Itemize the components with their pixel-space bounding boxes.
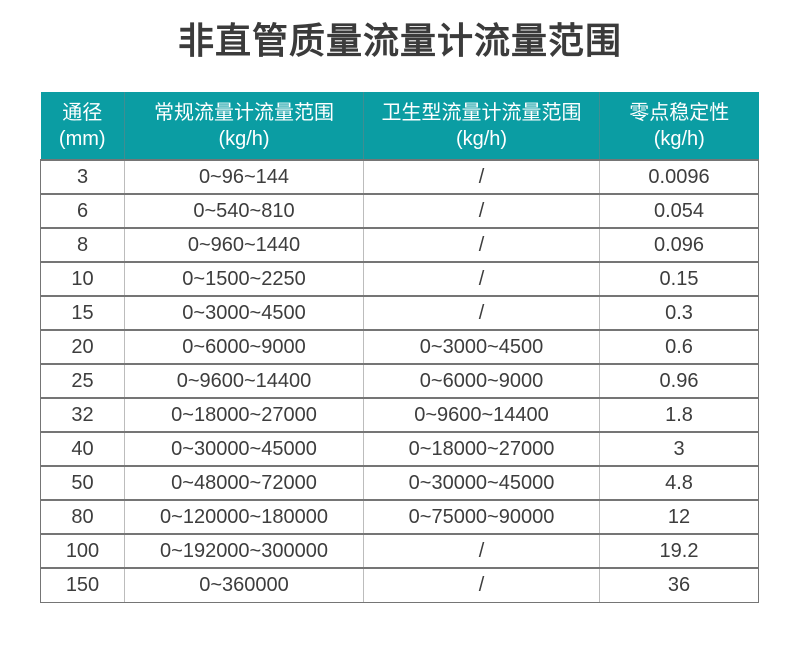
table-cell: 0~960~1440: [124, 227, 364, 263]
table-cell: 80: [40, 499, 125, 535]
header-cell-zero-stability: 零点稳定性 (kg/h): [599, 92, 759, 160]
table-cell: 3: [599, 431, 759, 467]
table-cell: 0.96: [599, 363, 759, 399]
table-cell: 3: [40, 159, 125, 195]
table-row: 80 0~120000~180000 0~75000~90000 12: [40, 499, 759, 535]
table-cell: 150: [40, 567, 125, 603]
table-cell: 100: [40, 533, 125, 569]
table-cell: 0.054: [599, 193, 759, 229]
header-unit: (kg/h): [218, 127, 270, 150]
table-cell: 15: [40, 295, 125, 331]
table-cell: 6: [40, 193, 125, 229]
table-row: 15 0~3000~4500 / 0.3: [40, 295, 759, 331]
table-cell: 0.096: [599, 227, 759, 263]
table-cell: /: [363, 567, 600, 603]
table-cell: 0.3: [599, 295, 759, 331]
header-unit: (mm): [58, 127, 106, 150]
table-header: 通径 (mm) 常规流量计流量范围 (kg/h) 卫生型流量计流量范围 (kg/…: [40, 92, 759, 160]
table-row: 100 0~192000~300000 / 19.2: [40, 533, 759, 569]
table-cell: 0~75000~90000: [363, 499, 600, 535]
table-cell: 0~30000~45000: [124, 431, 364, 467]
header-label: 零点稳定性: [629, 101, 730, 124]
header-unit: (kg/h): [653, 127, 705, 150]
table-cell: /: [363, 193, 600, 229]
table-row: 32 0~18000~27000 0~9600~14400 1.8: [40, 397, 759, 433]
table-cell: 10: [40, 261, 125, 297]
header-cell-sanitary-range: 卫生型流量计流量范围 (kg/h): [363, 92, 600, 160]
table-cell: 25: [40, 363, 125, 399]
table-cell: /: [363, 295, 600, 331]
header-row: 通径 (mm) 常规流量计流量范围 (kg/h) 卫生型流量计流量范围 (kg/…: [40, 92, 759, 160]
table-cell: 0~96~144: [124, 159, 364, 195]
table-cell: 12: [599, 499, 759, 535]
table-cell: /: [363, 261, 600, 297]
table-row: 3 0~96~144 / 0.0096: [40, 159, 759, 195]
header-label: 常规流量计流量范围: [154, 101, 334, 124]
table-cell: 0~48000~72000: [124, 465, 364, 501]
header-cell-diameter: 通径 (mm): [40, 92, 125, 160]
table-cell: 0.6: [599, 329, 759, 365]
table-cell: 0~3000~4500: [124, 295, 364, 331]
flow-range-table: 通径 (mm) 常规流量计流量范围 (kg/h) 卫生型流量计流量范围 (kg/…: [40, 92, 759, 603]
page-title: 非直管质量流量计流量范围: [177, 20, 622, 61]
table-cell: /: [363, 227, 600, 263]
table-row: 25 0~9600~14400 0~6000~9000 0.96: [40, 363, 759, 399]
header-cell-regular-range: 常规流量计流量范围 (kg/h): [124, 92, 364, 160]
table-cell: 1.8: [599, 397, 759, 433]
table-cell: 50: [40, 465, 125, 501]
table-cell: 19.2: [599, 533, 759, 569]
table-row: 6 0~540~810 / 0.054: [40, 193, 759, 229]
table-cell: 0~1500~2250: [124, 261, 364, 297]
table-cell: 0~3000~4500: [363, 329, 600, 365]
table-cell: 0~120000~180000: [124, 499, 364, 535]
header-label: 卫生型流量计流量范围: [381, 101, 582, 124]
table-row: 50 0~48000~72000 0~30000~45000 4.8: [40, 465, 759, 501]
table-row: 150 0~360000 / 36: [40, 567, 759, 603]
table-cell: 0~9600~14400: [363, 397, 600, 433]
table-cell: 20: [40, 329, 125, 365]
table-cell: 36: [599, 567, 759, 603]
table-cell: 0~30000~45000: [363, 465, 600, 501]
table-row: 40 0~30000~45000 0~18000~27000 3: [40, 431, 759, 467]
table-cell: 4.8: [599, 465, 759, 501]
header-label: 通径: [62, 101, 103, 124]
table-cell: 0~6000~9000: [363, 363, 600, 399]
table-row: 10 0~1500~2250 / 0.15: [40, 261, 759, 297]
table-cell: 40: [40, 431, 125, 467]
table-cell: 0~192000~300000: [124, 533, 364, 569]
table-cell: 0~18000~27000: [363, 431, 600, 467]
table-cell: /: [363, 533, 600, 569]
table-row: 8 0~960~1440 / 0.096: [40, 227, 759, 263]
header-unit: (kg/h): [455, 127, 508, 150]
table-cell: 0~6000~9000: [124, 329, 364, 365]
table-cell: 0.0096: [599, 159, 759, 195]
table-body: 3 0~96~144 / 0.0096 6 0~540~810 / 0.054 …: [40, 159, 759, 603]
table-cell: 0~540~810: [124, 193, 364, 229]
table-cell: 8: [40, 227, 125, 263]
table-cell: 32: [40, 397, 125, 433]
table-row: 20 0~6000~9000 0~3000~4500 0.6: [40, 329, 759, 365]
table-cell: 0~18000~27000: [124, 397, 364, 433]
table-cell: 0~9600~14400: [124, 363, 364, 399]
table-cell: 0~360000: [124, 567, 364, 603]
table-cell: /: [363, 159, 600, 195]
table-cell: 0.15: [599, 261, 759, 297]
